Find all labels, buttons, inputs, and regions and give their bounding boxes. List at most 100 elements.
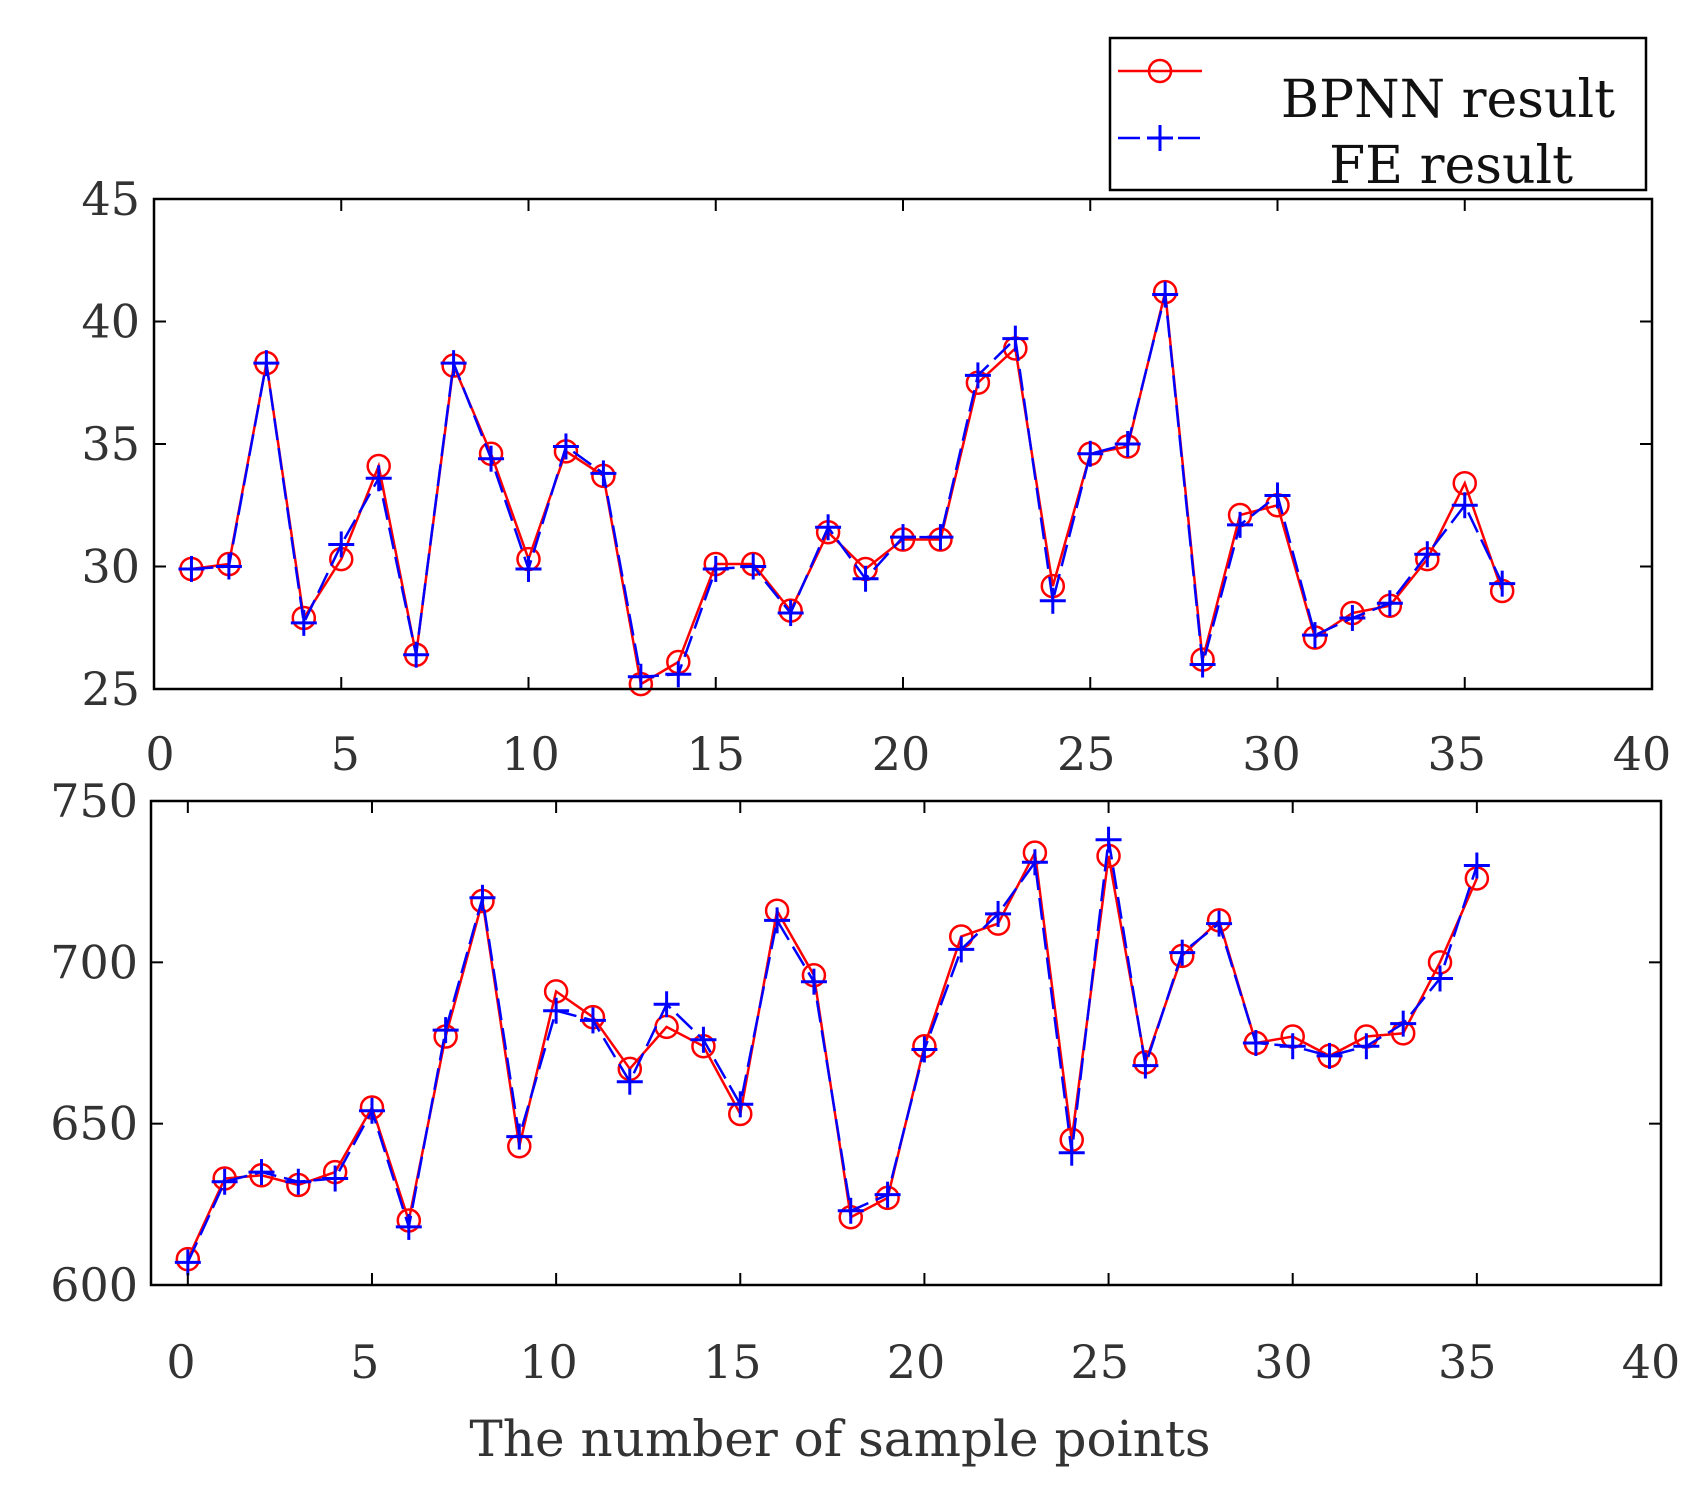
chart-top-ticks: 25 30 35 40 45 0 5 10 15 20 25 30 35 40 bbox=[81, 172, 1671, 781]
legend-bpnn-marker bbox=[1147, 58, 1173, 84]
chart-top-fe-point bbox=[328, 531, 355, 558]
chart-top-xtick-label: 15 bbox=[686, 727, 745, 781]
chart-top-fe-point bbox=[852, 565, 879, 592]
chart-bottom-xtick-label: 35 bbox=[1438, 1335, 1497, 1389]
chart-top-fe-point bbox=[1414, 541, 1441, 568]
chart-bottom-fe-point bbox=[985, 900, 1012, 927]
chart-bottom-fe-point bbox=[1353, 1033, 1380, 1060]
chart-top-fe-point bbox=[627, 663, 654, 690]
chart-bottom-fe-point bbox=[1206, 910, 1233, 937]
legend-fe-label: FE result bbox=[1329, 136, 1573, 196]
chart-bottom-xtick-label: 40 bbox=[1622, 1335, 1681, 1389]
chart-top-fe-point bbox=[1339, 604, 1366, 631]
chart-bottom-fe-point bbox=[395, 1213, 422, 1240]
chart-bottom-ytick-label: 750 bbox=[50, 774, 138, 828]
chart-top-fe-point bbox=[440, 350, 467, 377]
chart-top-fe-point bbox=[777, 600, 804, 627]
chart-top-xtick-label: 10 bbox=[501, 727, 560, 781]
chart-top-ytick-label: 25 bbox=[81, 662, 140, 716]
chart-top-fe-point bbox=[590, 460, 617, 487]
chart-top-series bbox=[178, 279, 1516, 697]
chart-bottom-xtick-label: 5 bbox=[350, 1335, 379, 1389]
chart-bottom-fe-point bbox=[727, 1091, 754, 1118]
chart-bottom-fe-point bbox=[1463, 852, 1490, 879]
x-axis-label: The number of sample points bbox=[469, 1410, 1210, 1468]
chart-bottom-fe-point bbox=[358, 1097, 385, 1124]
chart-bottom-fe-point bbox=[506, 1123, 533, 1150]
chart-top-fe-point bbox=[478, 445, 505, 472]
chart-top-ytick-label: 35 bbox=[81, 417, 140, 471]
chart-top-fe-point bbox=[1152, 281, 1179, 308]
chart-bottom-fe-point bbox=[469, 884, 496, 911]
chart-top: 25 30 35 40 45 0 5 10 15 20 25 30 35 40 bbox=[81, 172, 1671, 781]
chart-bottom-fe-point bbox=[1390, 1010, 1417, 1037]
chart-bottom-xtick-label: 30 bbox=[1254, 1335, 1313, 1389]
chart-top-fe-point bbox=[215, 553, 242, 580]
chart-bottom-xtick-label: 15 bbox=[703, 1335, 762, 1389]
chart-bottom-fe-point bbox=[1095, 826, 1122, 853]
chart-top-xtick-label: 0 bbox=[145, 727, 174, 781]
chart-bottom-xtick-label: 25 bbox=[1070, 1335, 1129, 1389]
chart-top-ytick-label: 30 bbox=[81, 540, 140, 594]
chart-bottom-fe-point bbox=[911, 1036, 938, 1063]
chart-bottom-fe-point bbox=[1058, 1139, 1085, 1166]
chart-bottom-fe-point bbox=[800, 968, 827, 995]
chart-bottom-fe-point bbox=[616, 1068, 643, 1095]
chart-top-xtick-label: 30 bbox=[1242, 727, 1301, 781]
chart-bottom-fe-point bbox=[432, 1017, 459, 1044]
chart-top-bpnn-line bbox=[191, 291, 1504, 687]
chart-top-fe-point bbox=[1227, 511, 1254, 538]
chart-bottom-fe-point bbox=[211, 1168, 238, 1195]
chart-top-fe-point bbox=[515, 555, 542, 582]
chart-bottom-fe-point bbox=[543, 997, 570, 1024]
chart-bottom-xtick-label: 20 bbox=[887, 1335, 946, 1389]
chart-top-fe-point bbox=[964, 362, 991, 389]
chart-bottom: 600 650 700 750 0 5 10 15 20 25 30 35 40 bbox=[50, 774, 1680, 1389]
chart-top-fe-point bbox=[1489, 570, 1516, 597]
chart-bottom-fe-point bbox=[837, 1197, 864, 1224]
chart-top-fe-point bbox=[403, 641, 430, 668]
chart-bottom-fe-point bbox=[948, 936, 975, 963]
legend-fe-marker bbox=[1147, 125, 1173, 151]
chart-bottom-fe-point bbox=[1132, 1052, 1159, 1079]
chart-top-fe-point bbox=[1264, 482, 1291, 509]
chart-top-fe-line bbox=[191, 294, 1504, 679]
chart-top-fe-point bbox=[1077, 440, 1104, 467]
chart-top-xtick-label: 5 bbox=[331, 727, 360, 781]
chart-top-fe-point bbox=[290, 609, 317, 636]
chart-bottom-axes-frame bbox=[149, 799, 1663, 1287]
chart-bottom-fe-point bbox=[1316, 1042, 1343, 1069]
chart-top-fe-point bbox=[1114, 431, 1141, 457]
chart-top-fe-point bbox=[253, 350, 280, 377]
chart-bottom-series bbox=[174, 826, 1490, 1276]
chart-bottom-fe-point bbox=[1242, 1030, 1269, 1056]
chart-top-xtick-label: 20 bbox=[872, 727, 931, 781]
chart-top-fe-point bbox=[890, 524, 916, 551]
chart-top-fe-point bbox=[178, 555, 205, 582]
chart-bottom-fe-point bbox=[1021, 849, 1048, 876]
chart-bottom-ytick-label: 650 bbox=[50, 1097, 138, 1151]
chart-top-ytick-label: 45 bbox=[81, 172, 140, 226]
chart-bottom-fe-point bbox=[579, 1007, 606, 1034]
chart-bottom-fe-point bbox=[764, 907, 791, 934]
chart-bottom-ticks: 600 650 700 750 0 5 10 15 20 25 30 35 40 bbox=[50, 774, 1680, 1389]
chart-bottom-fe-point bbox=[690, 1026, 717, 1053]
chart-bottom-fe-point bbox=[1169, 939, 1196, 966]
chart-bottom-ytick-label: 700 bbox=[50, 935, 138, 989]
chart-bottom-xtick-label: 0 bbox=[166, 1335, 195, 1389]
chart-top-fe-point bbox=[740, 553, 767, 580]
chart-bottom-bpnn-line bbox=[186, 848, 1479, 1260]
chart-top-fe-point bbox=[665, 661, 692, 688]
chart-bottom-fe-point bbox=[248, 1159, 275, 1186]
chart-bottom-xtick-label: 10 bbox=[519, 1335, 578, 1389]
chart-bottom-fe-line bbox=[186, 839, 1479, 1263]
chart-top-ytick-label: 40 bbox=[81, 295, 140, 349]
chart-top-fe-point bbox=[552, 433, 579, 460]
chart-top-xtick-label: 25 bbox=[1057, 727, 1116, 781]
chart-bottom-fe-point bbox=[653, 991, 680, 1018]
chart-bottom-fe-point bbox=[285, 1168, 312, 1195]
chart-top-fe-point bbox=[927, 524, 954, 551]
chart-top-fe-point bbox=[1301, 622, 1328, 649]
legend-bpnn-label: BPNN result bbox=[1281, 70, 1615, 130]
